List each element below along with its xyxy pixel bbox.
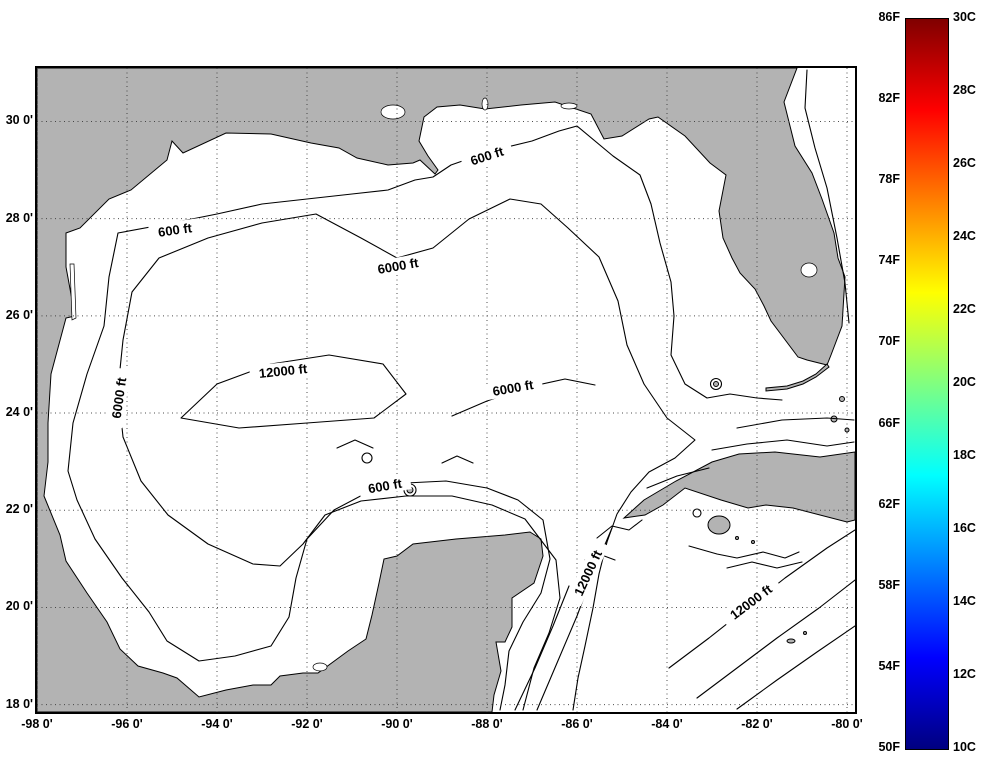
laguna-madre [69, 263, 77, 321]
x-tick-label: -94 0' [201, 717, 233, 731]
colorbar-label-fahrenheit: 54F [878, 658, 900, 673]
svg-text:12000 ft: 12000 ft [258, 361, 308, 381]
lake-pontchartrain [380, 104, 406, 120]
svg-text:6000 ft: 6000 ft [491, 377, 535, 399]
laguna-terminos [312, 662, 328, 672]
land-cuba [622, 451, 855, 523]
colorbar-label-fahrenheit: 66F [878, 415, 900, 430]
colorbar-label-fahrenheit: 82F [878, 91, 900, 106]
x-tick-label: -88 0' [471, 717, 503, 731]
x-tick-label: -96 0' [111, 717, 143, 731]
land-florida-keys [765, 363, 830, 392]
colorbar-label-fahrenheit: 86F [878, 10, 900, 24]
svg-text:6000 ft: 6000 ft [109, 376, 130, 420]
svg-text:600 ft: 600 ft [367, 476, 404, 497]
x-tick-label: -86 0' [561, 717, 593, 731]
svg-text:6000 ft: 6000 ft [376, 255, 420, 277]
contour-ring [361, 452, 373, 464]
island-bank-speck [839, 396, 845, 402]
x-tick-label: -80 0' [831, 717, 863, 731]
colorbar-label-celsius: 28C [953, 83, 976, 97]
y-tick-label: 20 0' [5, 599, 33, 614]
x-tick-label: -84 0' [651, 717, 683, 731]
colorbar-label-fahrenheit: 58F [878, 577, 900, 592]
x-tick-label: -98 0' [21, 717, 53, 731]
contour-label: 600 ft [148, 217, 202, 242]
land-mainland-us-mexico [37, 68, 846, 712]
contour-label: 600 ft [358, 473, 412, 498]
island-speck [803, 631, 807, 635]
colorbar-label-fahrenheit: 62F [878, 496, 900, 511]
contour-label: 6000 ft [367, 252, 429, 279]
y-tick-label: 18 0' [5, 696, 33, 711]
contour-ring [709, 377, 723, 391]
svg-text:600 ft: 600 ft [157, 220, 193, 240]
island-cay [751, 540, 755, 544]
island-cay [735, 536, 739, 540]
land-isla-juventud [707, 515, 731, 535]
lake-okeechobee [800, 262, 818, 278]
contour-label: 6000 ft [106, 367, 131, 429]
mobile-bay [481, 97, 489, 111]
contour-squiggles [336, 439, 474, 464]
colorbar-label-celsius: 24C [953, 229, 976, 243]
map-plot: 600 ft 600 ft 600 ft 6000 ft 6000 ft 6000 ft 1… [35, 66, 857, 714]
colorbar-label-fahrenheit: 50F [878, 740, 900, 754]
x-tick-label: -90 0' [381, 717, 413, 731]
panhandle-bay [560, 102, 578, 110]
colorbar-label-fahrenheit: 78F [878, 172, 900, 187]
x-tick-label: -92 0' [291, 717, 323, 731]
colorbar-label-celsius: 14C [953, 594, 976, 608]
y-tick-label: 28 0' [5, 210, 33, 225]
colorbar-label-celsius: 16C [953, 521, 976, 535]
y-tick-label: 26 0' [5, 307, 33, 322]
colorbar-label-celsius: 18C [953, 448, 976, 462]
colorbar [905, 18, 949, 750]
y-tick-label: 24 0' [5, 405, 33, 420]
land-masses [37, 68, 855, 712]
contour-600ft [67, 125, 783, 711]
colorbar-label-celsius: 30C [953, 10, 976, 24]
contour-label: 12000 ft [249, 359, 317, 382]
colorbar-label-celsius: 26C [953, 156, 976, 170]
y-tick-label: 30 0' [5, 113, 33, 128]
x-tick-label: -82 0' [741, 717, 773, 731]
contour-6000ft [117, 198, 696, 711]
colorbar-label-celsius: 22C [953, 302, 976, 316]
colorbar-label-fahrenheit: 74F [878, 253, 900, 268]
x-axis-longitude: -98 0' -96 0' -94 0' -92 0' -90 0' -88 0' -86 … [0, 717, 992, 735]
y-tick-label: 22 0' [5, 502, 33, 517]
colorbar-label-celsius: 10C [953, 740, 976, 754]
island-grand-cayman [786, 638, 796, 644]
colorbar-label-fahrenheit: 70F [878, 334, 900, 349]
lakes-and-bays [69, 97, 818, 672]
contour-ring [692, 508, 702, 518]
colorbar-label-celsius: 12C [953, 667, 976, 681]
contour-12000ft [180, 354, 407, 429]
island-dry-tortugas [713, 381, 719, 387]
contour-label: 6000 ft [482, 374, 544, 401]
colorbar-label-celsius: 20C [953, 375, 976, 389]
